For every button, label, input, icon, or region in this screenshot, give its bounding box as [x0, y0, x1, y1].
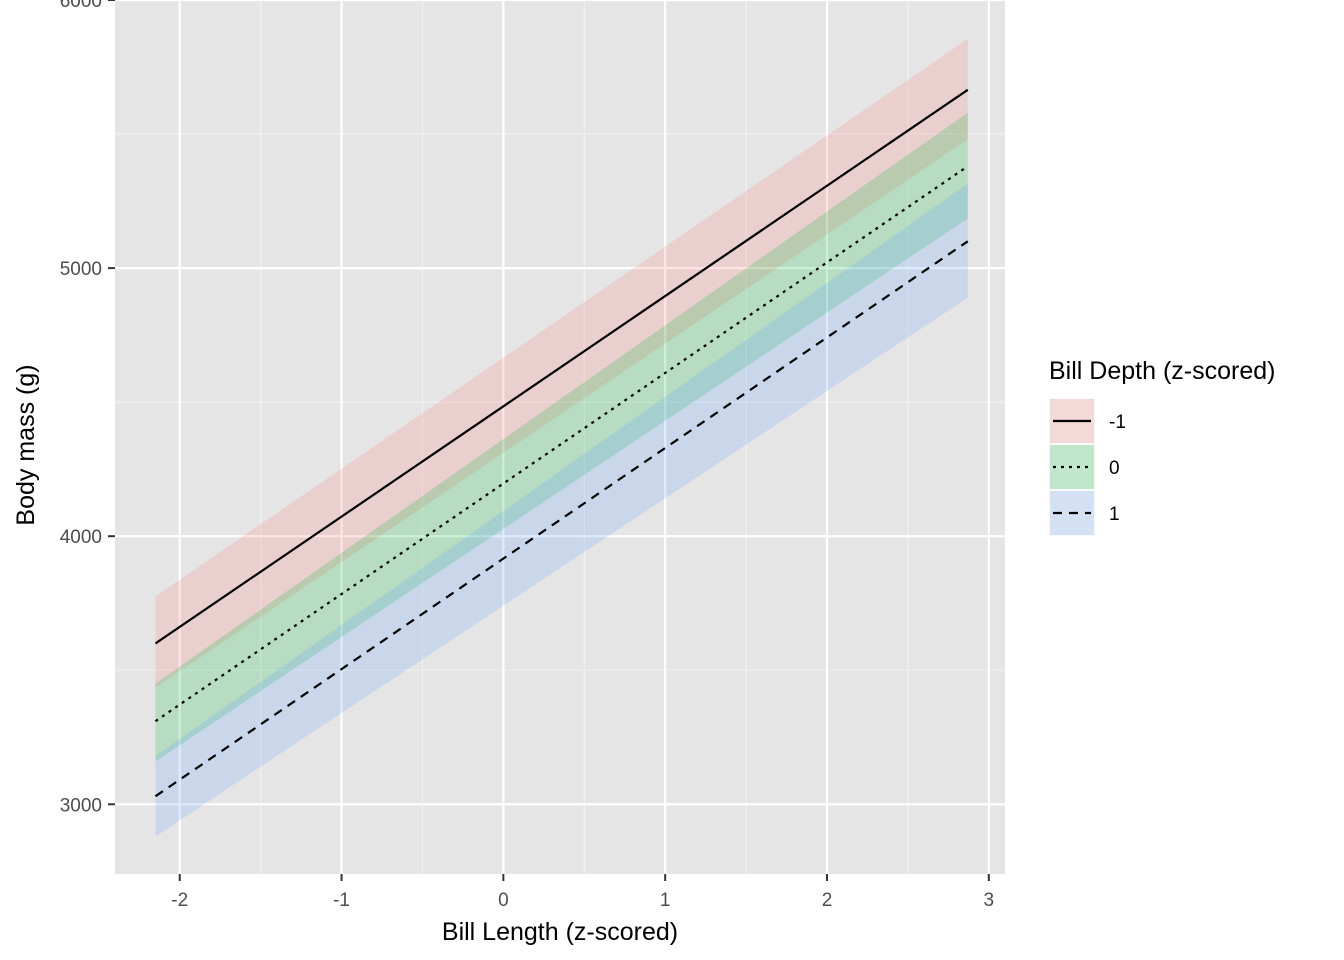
ribbon-series-2 [155, 183, 968, 837]
x-tick-label: 2 [822, 890, 833, 911]
y-tick-label: 6000 [60, 0, 102, 12]
legend-label: -1 [1109, 412, 1126, 433]
x-tick-label: 1 [660, 890, 671, 911]
legend-label: 0 [1109, 458, 1120, 479]
fit-lines [154, 88, 969, 798]
ribbon-series-0 [155, 38, 968, 688]
plot-panel [115, 0, 1005, 874]
legend-label: 1 [1109, 504, 1120, 525]
major-gridlines [115, 0, 1005, 874]
y-axis-title: Body mass (g) [12, 364, 40, 525]
ribbon-series-1 [155, 112, 968, 762]
x-tick-label: 0 [498, 890, 509, 911]
minor-gridlines [115, 0, 1005, 874]
line-series-0 [154, 88, 969, 645]
y-tick-label: 5000 [60, 259, 102, 280]
x-tick-label: -2 [171, 890, 188, 911]
y-tick-label: 3000 [60, 795, 102, 816]
legend: Bill Depth (z-scored) -1 0 1 [1048, 357, 1275, 537]
x-tick-label: 3 [984, 890, 995, 911]
legend-title: Bill Depth (z-scored) [1049, 357, 1275, 385]
y-tick-label: 4000 [60, 527, 102, 548]
x-tick-label: -1 [333, 890, 350, 911]
line-series-2 [154, 240, 969, 798]
confidence-ribbons [155, 38, 968, 837]
x-axis: -2 -1 0 1 2 3 [171, 874, 994, 911]
y-axis: 3000 4000 5000 6000 [60, 0, 115, 816]
x-axis-title: Bill Length (z-scored) [442, 918, 678, 946]
